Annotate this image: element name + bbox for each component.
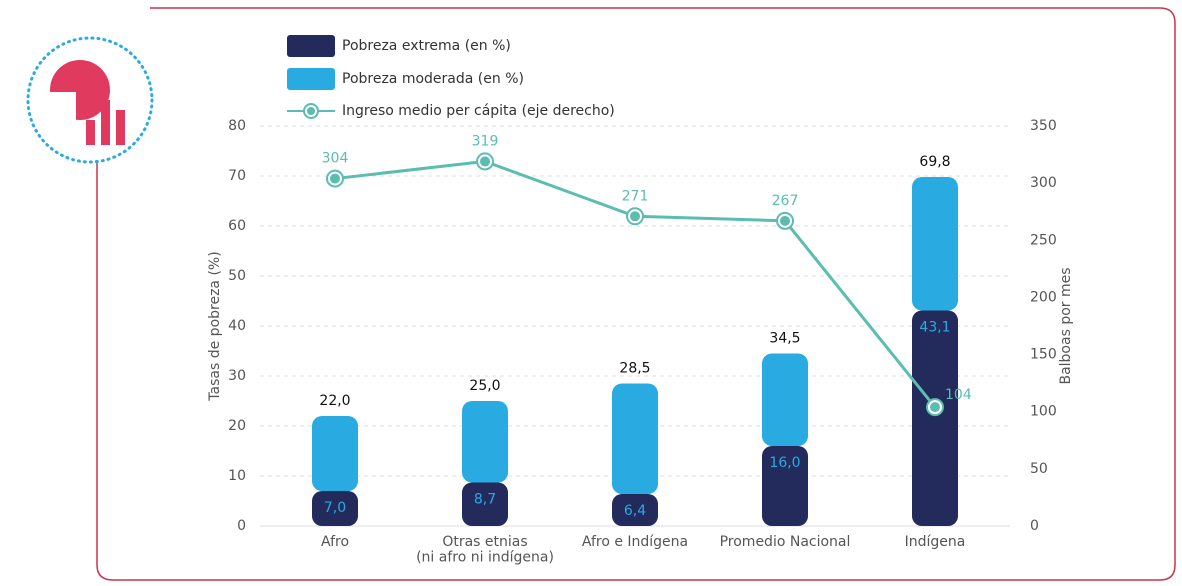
bar-segment	[762, 446, 808, 526]
y-tick-label: 40	[228, 318, 246, 334]
y-axis-label: Tasas de pobreza (%)	[207, 251, 223, 401]
y2-tick-label: 50	[1030, 461, 1048, 477]
legend-swatch	[287, 35, 335, 57]
x-tick-label: Promedio Nacional	[720, 534, 851, 550]
y2-tick-label: 350	[1030, 118, 1057, 134]
y2-tick-label: 0	[1030, 518, 1039, 534]
x-tick-label: Indígena	[905, 534, 966, 550]
y2-tick-label: 200	[1030, 289, 1057, 305]
bar-segment	[612, 494, 658, 526]
y-tick-label: 20	[228, 418, 246, 434]
legend-label: Pobreza moderada (en %)	[342, 71, 524, 87]
line-marker-dot	[930, 402, 940, 413]
y-tick-label: 70	[228, 168, 246, 184]
x-tick-label: Afro e Indígena	[582, 534, 688, 550]
total-label: 25,0	[469, 378, 500, 394]
line-value-label: 304	[322, 151, 349, 167]
bar-segment	[912, 310, 958, 526]
frame	[96, 7, 1176, 581]
bar-value-label: 8,7	[474, 492, 496, 508]
legend-label: Ingreso medio per cápita (eje derecho)	[342, 103, 615, 119]
total-label: 34,5	[769, 331, 800, 347]
y2-tick-label: 150	[1030, 347, 1057, 363]
line-value-label: 267	[772, 193, 799, 209]
x-tick-label: Otras etnias (ni afro ni indígena)	[416, 534, 554, 565]
bar-segment	[462, 482, 508, 526]
bar-value-label: 43,1	[919, 320, 950, 336]
bar-value-label: 7,0	[324, 500, 346, 516]
y-tick-label: 50	[228, 268, 246, 284]
x-tick-label: Afro	[321, 534, 349, 550]
line-marker-dot	[630, 211, 640, 222]
y2-tick-label: 300	[1030, 175, 1057, 191]
icon	[26, 36, 154, 164]
line-marker-dot	[330, 173, 340, 184]
bar-segment	[762, 353, 808, 446]
total-label: 22,0	[319, 393, 350, 409]
line-value-label: 104	[945, 387, 972, 403]
line-value-label: 271	[622, 188, 649, 204]
y-tick-label: 0	[237, 518, 246, 534]
total-label: 28,5	[619, 361, 650, 377]
line-value-label: 319	[472, 133, 499, 149]
y2-tick-label: 100	[1030, 404, 1057, 420]
y-tick-label: 80	[228, 118, 246, 134]
bar-segment	[612, 383, 658, 494]
legend-marker-dot	[307, 107, 315, 115]
bar-value-label: 6,4	[624, 503, 646, 519]
bar-segment	[312, 416, 358, 491]
y-tick-label: 60	[228, 218, 246, 234]
bar-value-label: 16,0	[769, 455, 800, 471]
legend-label: Pobreza extrema (en %)	[342, 38, 511, 54]
bar-segment	[462, 401, 508, 483]
y2-axis-label: Balboas por mes	[1058, 267, 1074, 384]
line-marker-dot	[480, 156, 490, 167]
bar-segment	[312, 491, 358, 526]
total-label: 69,8	[919, 154, 950, 170]
y-tick-label: 30	[228, 368, 246, 384]
bar-segment	[912, 177, 958, 311]
legend-swatch	[287, 68, 335, 90]
line-marker-dot	[780, 215, 790, 226]
y-tick-label: 10	[228, 468, 246, 484]
y2-tick-label: 250	[1030, 232, 1057, 248]
